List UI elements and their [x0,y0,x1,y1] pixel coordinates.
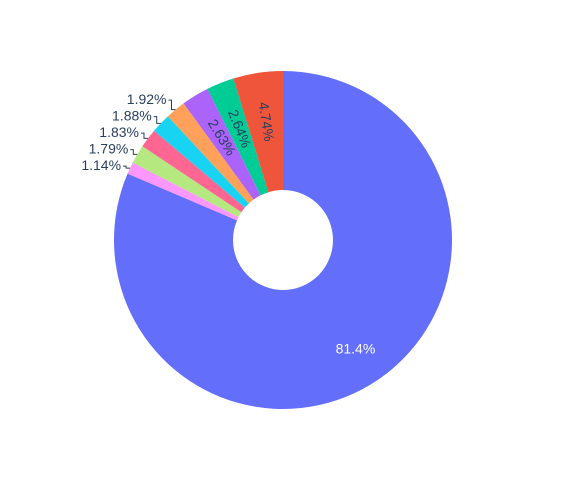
slice-label: 1.79% [89,140,129,156]
leader-line [123,165,131,169]
slice [132,146,242,218]
leader-line [168,99,176,111]
slice [113,71,453,410]
leader-line [130,149,138,155]
slice [154,116,249,208]
slice [183,88,261,200]
slice-label: 1.92% [127,91,167,107]
slice [233,71,283,193]
slice [167,103,254,204]
slice-label: 1.83% [99,124,139,140]
slice-label: 4.74% [256,101,278,143]
leader-line [140,132,148,139]
slice-label: 81.4% [336,340,376,356]
slice-label: 1.14% [81,157,121,173]
slice [142,130,245,213]
slice [207,78,269,196]
leader-line [153,116,161,124]
slice-label: 1.88% [112,107,152,123]
slice [127,162,239,221]
